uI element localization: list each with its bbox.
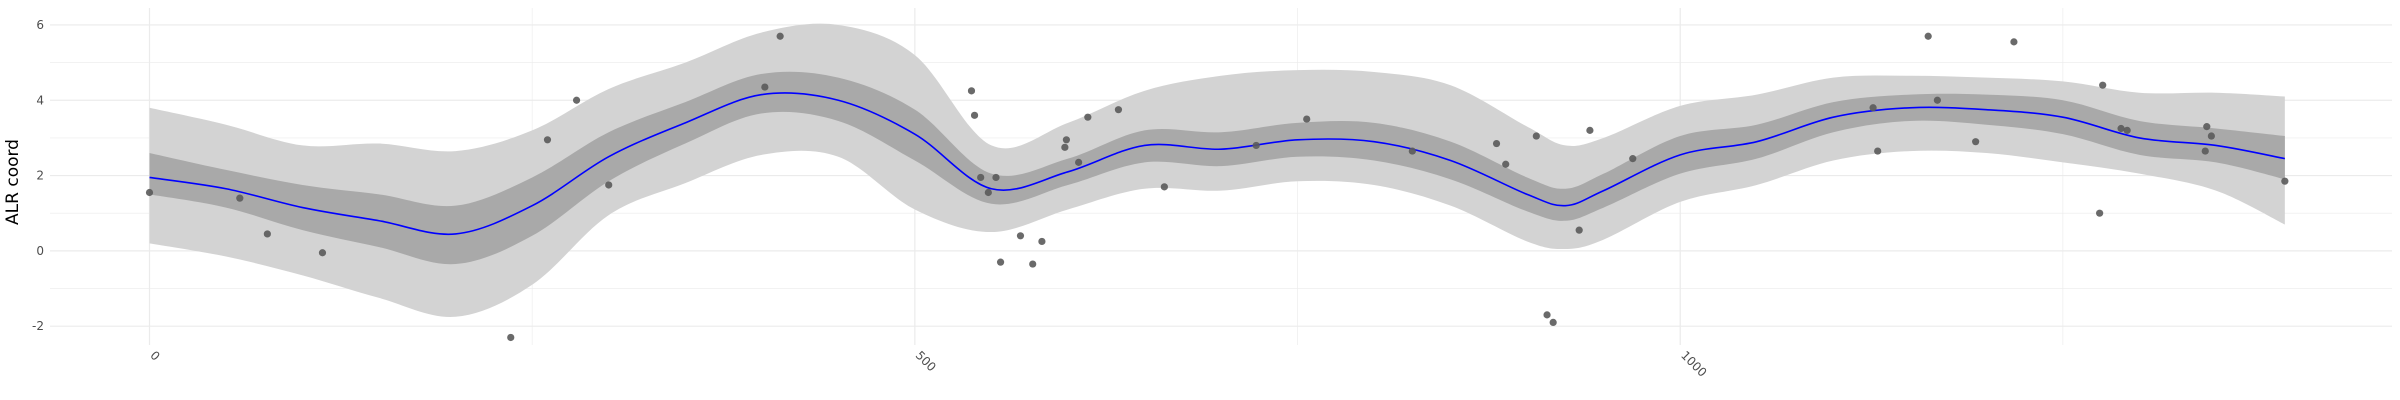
data-point: [605, 181, 613, 189]
x-axis-ticks: 0 500 1000: [147, 348, 1709, 379]
data-point: [1543, 311, 1551, 319]
data-point: [977, 173, 985, 182]
data-point: [1933, 96, 1941, 104]
data-point: [1061, 143, 1069, 151]
x-tick-label: 1000: [1678, 348, 1709, 379]
data-point: [776, 32, 784, 40]
data-point: [236, 194, 244, 202]
data-point: [1084, 113, 1092, 121]
smooth-line-layer: [149, 92, 2286, 236]
data-point: [1575, 226, 1583, 234]
data-point: [2201, 147, 2209, 155]
data-point: [1016, 232, 1025, 240]
data-point: [1062, 136, 1070, 144]
data-point: [1549, 318, 1557, 327]
data-point: [1586, 126, 1594, 134]
data-point: [967, 87, 976, 95]
data-point: [1874, 147, 1882, 155]
data-point: [1114, 106, 1123, 114]
x-tick-label: 500: [913, 348, 939, 374]
data-point: [263, 230, 271, 238]
data-point: [1492, 139, 1501, 148]
confidence-bands: [149, 23, 2285, 317]
data-point: [1869, 104, 1877, 112]
y-tick-label: 6: [36, 18, 44, 32]
y-axis-ticks: -2 0 2 4 6: [32, 18, 44, 333]
data-point: [2096, 209, 2104, 217]
data-point: [1408, 147, 1416, 155]
data-point: [318, 249, 327, 257]
data-point: [507, 333, 515, 342]
data-point: [1029, 260, 1037, 268]
y-tick-label: 0: [36, 244, 44, 258]
data-point: [1924, 32, 1932, 40]
data-point: [1303, 115, 1311, 123]
data-point: [1629, 155, 1637, 163]
data-point: [2207, 132, 2215, 140]
data-point: [1160, 183, 1168, 191]
data-points: [145, 32, 2289, 342]
y-tick-label: -2: [32, 319, 44, 333]
data-point: [1532, 132, 1540, 140]
data-point: [543, 136, 552, 144]
data-point: [996, 258, 1005, 266]
x-tick-label: 0: [147, 348, 162, 363]
data-point: [992, 173, 1000, 182]
data-point: [2010, 38, 2018, 46]
data-point: [984, 188, 992, 197]
data-point: [2281, 177, 2289, 185]
y-axis-title: ALR coord: [3, 139, 23, 225]
data-point: [2099, 81, 2107, 89]
data-point: [2203, 123, 2211, 131]
data-point: [2123, 126, 2131, 134]
data-point: [1075, 158, 1083, 166]
data-point: [970, 111, 979, 119]
smooth-line: [149, 92, 2286, 236]
outer-confidence-band: [149, 23, 2285, 317]
y-tick-label: 2: [36, 169, 44, 183]
data-point: [1252, 141, 1260, 150]
data-point: [1038, 237, 1046, 246]
data-point: [572, 96, 581, 104]
data-point: [2117, 124, 2125, 133]
data-point: [1972, 138, 1980, 146]
y-tick-label: 4: [36, 93, 44, 107]
inner-confidence-band: [149, 71, 2285, 265]
data-point: [1502, 160, 1510, 168]
data-point: [145, 188, 154, 197]
data-point: [761, 83, 769, 91]
